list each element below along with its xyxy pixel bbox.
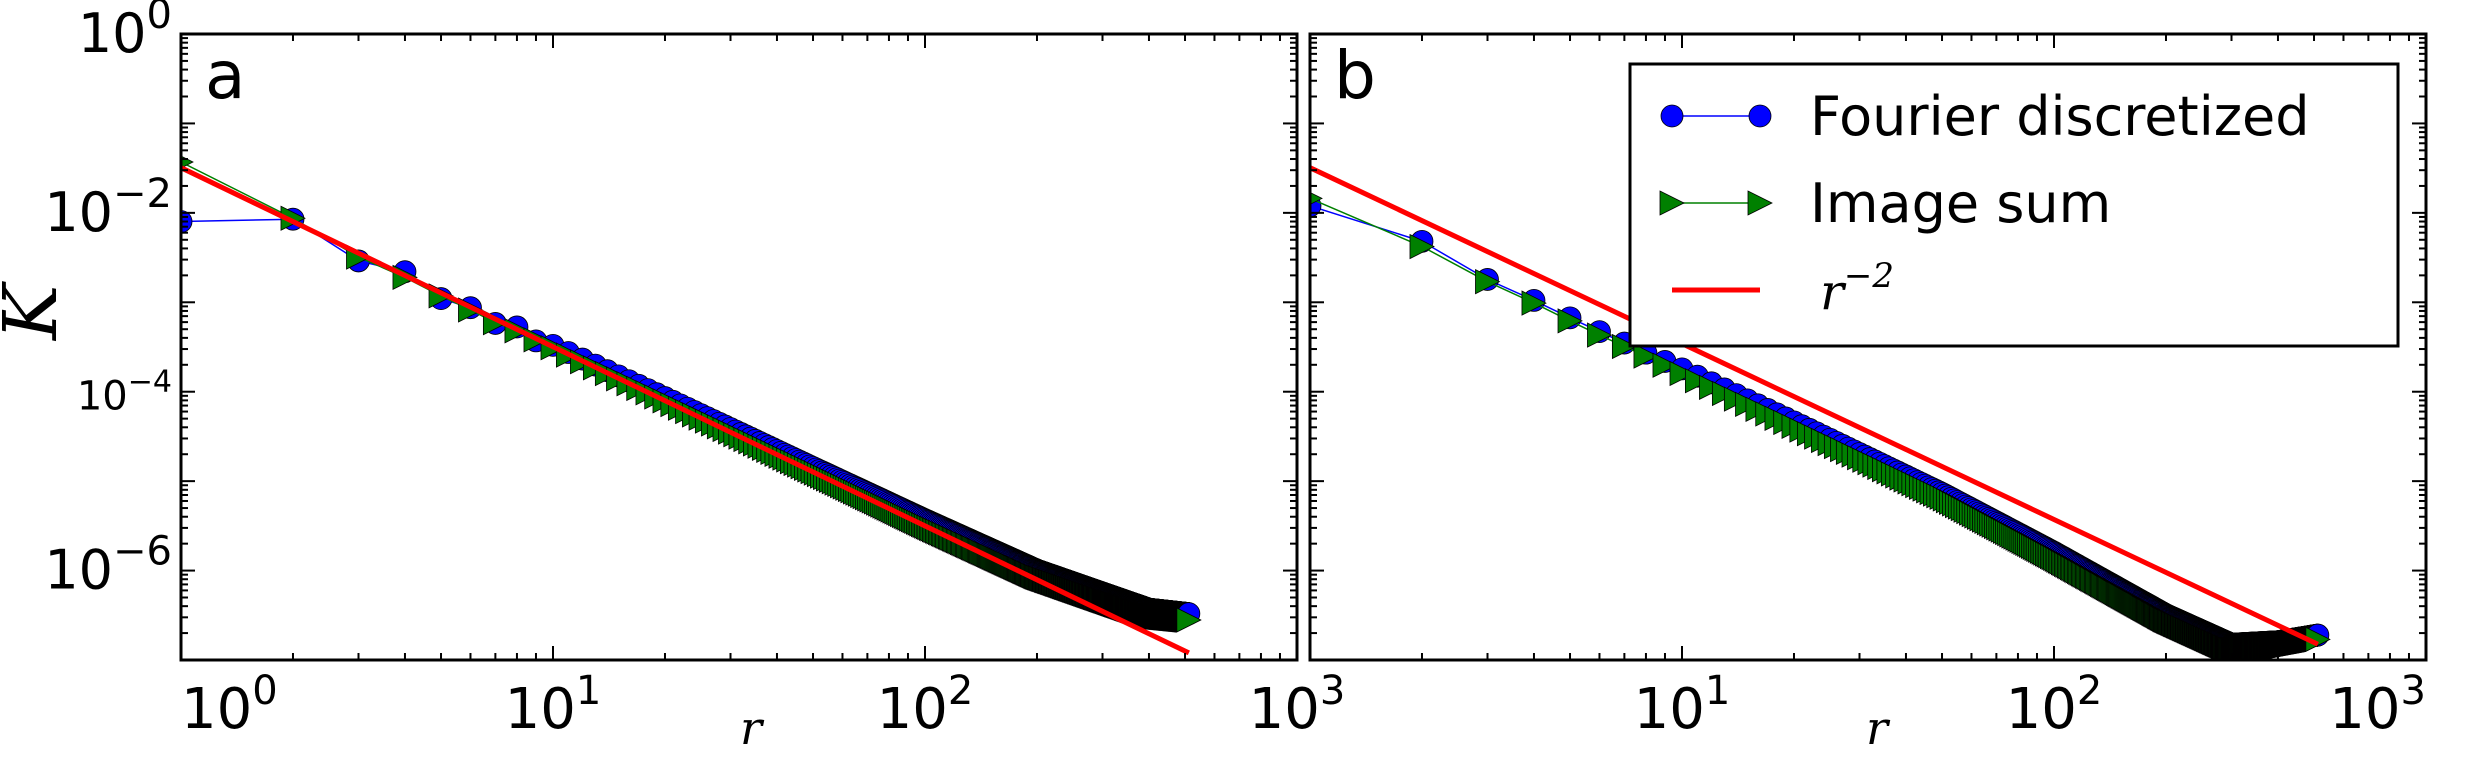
y-tick-label: 10−4: [77, 365, 172, 420]
legend-label: Image sum: [1810, 172, 2111, 235]
data-point: [1684, 368, 1711, 394]
plot-area: [1310, 165, 2331, 660]
legend-label: Fourier discretized: [1810, 85, 2310, 148]
legend-marker: [1748, 104, 1772, 128]
panel-b: 101 102 103 r b Fourier discretized Image sum r…: [1308, 32, 2428, 755]
y-tick-label: 10−6: [44, 529, 172, 602]
legend-marker: [1747, 190, 1773, 216]
data-point: [1475, 269, 1501, 295]
data-point: [1557, 308, 1583, 334]
legend-label: r−2: [1820, 256, 1894, 321]
data-point: [1669, 360, 1695, 387]
y-tick-label: 10−2: [44, 171, 172, 244]
series-image-sum: [1310, 191, 2331, 660]
panel-label: b: [1334, 37, 1376, 114]
x-tick-label: 101: [1634, 668, 1731, 742]
legend-entry: r−2: [1672, 256, 1894, 321]
panel-a: 100 101 102 103 100 10−2 10−4 10−6 r Ka: [0, 0, 1345, 755]
x-axis-label: r: [1866, 701, 1891, 755]
y-tick-label: 100: [78, 0, 172, 65]
legend-entry: Fourier discretized: [1660, 85, 2310, 148]
x-tick-label: 100: [181, 668, 278, 742]
legend-entry: Image sum: [1659, 172, 2111, 235]
reference-line: [181, 165, 1190, 656]
series-r-2: [181, 165, 1190, 656]
data-point: [1699, 374, 1725, 401]
data-point: [1521, 290, 1547, 316]
series-image-sum: [181, 155, 1202, 633]
x-tick-label: 102: [2006, 668, 2103, 742]
x-tick-label: 103: [2329, 668, 2426, 742]
y-axis-label: K: [0, 281, 74, 342]
panel-label: a: [205, 37, 245, 114]
x-axis-label: r: [740, 701, 765, 755]
legend: Fourier discretized Image sum r−2: [1628, 62, 2400, 348]
axes-frame: [179, 32, 1299, 662]
x-tick-label: 103: [1249, 668, 1346, 742]
data-point: [1587, 322, 1613, 348]
data-point: [1310, 191, 1323, 205]
data-point: [1611, 333, 1638, 360]
axes-frame: [1308, 32, 2428, 662]
data-point: [1409, 233, 1435, 260]
series-r-2: [1310, 165, 2319, 647]
reference-line: [1310, 165, 2319, 647]
legend-marker: [1659, 190, 1685, 216]
data-point: [1633, 343, 1659, 369]
data-point: [1176, 607, 1202, 633]
data-point: [1652, 352, 1678, 378]
x-tick-label: 101: [505, 668, 602, 742]
x-tick-label: 102: [877, 668, 974, 742]
series-line: [181, 161, 1189, 621]
legend-marker: [1660, 104, 1684, 128]
plot-area: [181, 155, 1202, 656]
